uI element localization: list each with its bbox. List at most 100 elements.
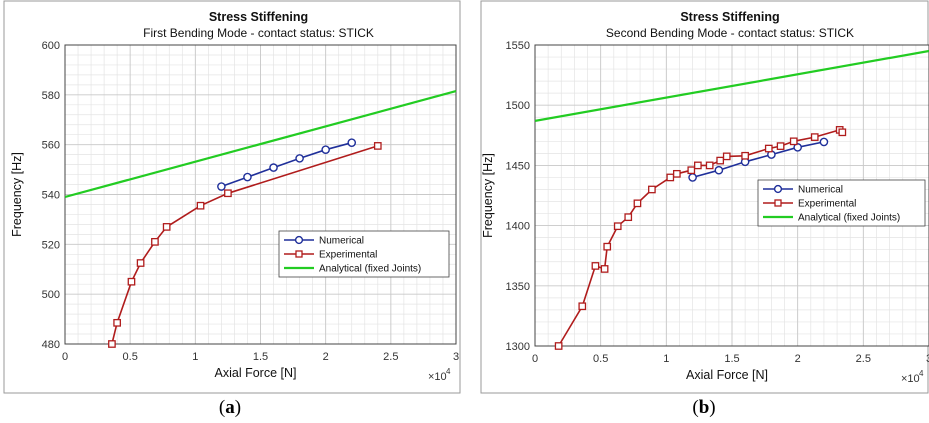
data-point-experimental <box>108 340 116 348</box>
data-point-experimental <box>705 161 714 170</box>
y-tick-label: 540 <box>42 190 60 202</box>
series-analytical-b <box>535 49 929 122</box>
data-point-experimental <box>196 201 205 210</box>
x-multiplier-exponent-a: 4 <box>446 367 451 376</box>
legend-entry-label: Analytical (fixed Joints) <box>798 213 900 224</box>
chart-title-b: Stress Stiffening <box>680 10 779 24</box>
data-point-experimental <box>694 161 702 170</box>
data-point-numerical <box>714 165 724 175</box>
data-point-numerical <box>269 163 278 172</box>
data-point-experimental <box>578 302 587 311</box>
subfigure-letter-b: b <box>698 397 710 418</box>
y-tick-label: 480 <box>42 339 60 351</box>
series-experimental-a <box>108 142 382 348</box>
subfigure-letter-a: a <box>225 397 235 418</box>
chart-svg-first-bending: 0 0.5 1 1.5 2 2.5 3 480 500 520 540 560 580 600 Stress… <box>3 0 461 394</box>
data-point-numerical <box>793 143 802 152</box>
series-numerical-a <box>217 138 357 191</box>
chart-panel-first-bending: 0 0.5 1 1.5 2 2.5 3 480 500 520 540 560 580 600 Stress… <box>3 0 461 396</box>
data-point-numerical <box>295 154 304 163</box>
y-axis-label-b: Frequency [Hz] <box>481 153 495 238</box>
data-point-experimental <box>113 318 121 327</box>
y-tick-label: 1400 <box>506 221 530 233</box>
y-tick-label: 580 <box>42 90 60 102</box>
data-point-experimental <box>666 173 675 182</box>
data-point-experimental <box>789 137 798 146</box>
x-tick-label: 0.5 <box>123 351 138 363</box>
data-point-experimental <box>776 142 785 150</box>
legend-swatch-marker <box>773 184 783 194</box>
data-point-experimental <box>716 156 725 165</box>
x-tick-label: 2.5 <box>856 353 871 365</box>
x-tick-label: 3 <box>926 353 929 365</box>
subfigure-label-b: (b) <box>692 397 716 418</box>
x-tick-label: 2 <box>323 351 329 363</box>
x-tick-label: 0.5 <box>593 353 608 365</box>
series-analytical-a <box>65 90 457 199</box>
data-point-experimental <box>810 133 819 141</box>
y-tick-label: 560 <box>42 140 60 152</box>
y-tick-label: 1450 <box>506 160 530 172</box>
data-point-numerical <box>688 173 697 182</box>
legend-entry-label: Experimental <box>798 199 856 210</box>
data-point-experimental <box>687 166 696 175</box>
y-axis-label-a: Frequency [Hz] <box>10 152 24 237</box>
y-tick-label: 500 <box>42 289 60 301</box>
data-point-experimental <box>633 199 642 208</box>
data-point-numerical <box>217 182 226 191</box>
legend-b: Numerical Experimental Analytical (fixed J… <box>757 179 926 227</box>
data-point-experimental <box>603 242 612 251</box>
chart-svg-second-bending: 0 0.5 1 1.5 2 2.5 3 1300 1350 1400 1450 1500 1550 Str… <box>480 0 929 394</box>
data-point-experimental <box>613 222 622 231</box>
y-tick-label: 1300 <box>506 341 530 353</box>
x-axis-label-b: Axial Force [N] <box>686 368 768 382</box>
data-point-experimental <box>151 237 159 246</box>
subfigure-label-a: (a) <box>218 397 242 418</box>
x-tick-label: 1 <box>663 353 669 365</box>
legend-entry-label: Experimental <box>319 250 377 261</box>
axes-box-a <box>64 44 457 345</box>
x-tick-label: 0 <box>62 351 68 363</box>
legend-entry-label: Numerical <box>798 185 843 196</box>
data-point-experimental <box>722 152 731 161</box>
series-line-numerical <box>221 141 352 188</box>
data-point-experimental <box>838 128 847 137</box>
legend-swatch-marker <box>294 235 304 245</box>
y-tick-label: 1500 <box>506 100 530 112</box>
data-point-experimental <box>224 189 232 198</box>
legend-swatch-marker <box>295 250 303 258</box>
y-tick-label: 1350 <box>506 281 530 293</box>
legend-a: Numerical Experimental Analytical (fixed J… <box>278 230 450 278</box>
chart-subtitle-b: Second Bending Mode - contact status: ST… <box>606 26 854 40</box>
data-point-numerical <box>819 137 829 147</box>
data-point-experimental <box>162 223 171 231</box>
series-line-analytical <box>65 90 457 199</box>
data-point-numerical <box>243 172 252 182</box>
legend-entry-label: Numerical <box>319 236 364 247</box>
data-point-numerical <box>347 138 357 147</box>
axes-box-b <box>534 44 929 347</box>
legend-entry-label: Analytical (fixed Joints) <box>319 264 421 275</box>
y-tick-label: 520 <box>42 239 60 251</box>
data-point-experimental <box>591 262 600 270</box>
series-experimental-b <box>554 126 847 350</box>
x-multiplier-a: ×10 <box>428 371 447 383</box>
data-point-experimental <box>648 185 656 194</box>
x-tick-label: 0 <box>532 353 538 365</box>
x-multiplier-exponent-b: 4 <box>919 369 924 378</box>
series-line-analytical <box>535 49 929 122</box>
chart-subtitle-a: First Bending Mode - contact status: STI… <box>143 26 374 40</box>
series-numerical-b <box>688 137 829 182</box>
data-point-experimental <box>672 169 681 178</box>
y-tick-label: 600 <box>42 40 60 52</box>
x-tick-label: 2 <box>795 353 801 365</box>
x-multiplier-b: ×10 <box>901 373 920 385</box>
series-line-numerical <box>692 141 825 179</box>
data-point-experimental <box>624 213 633 222</box>
x-tick-label: 2.5 <box>383 351 398 363</box>
legend-swatch-marker <box>774 199 782 207</box>
x-axis-label-a: Axial Force [N] <box>215 366 297 380</box>
data-point-numerical <box>321 145 330 154</box>
chart-title-a: Stress Stiffening <box>209 10 308 24</box>
data-point-experimental <box>136 259 145 267</box>
